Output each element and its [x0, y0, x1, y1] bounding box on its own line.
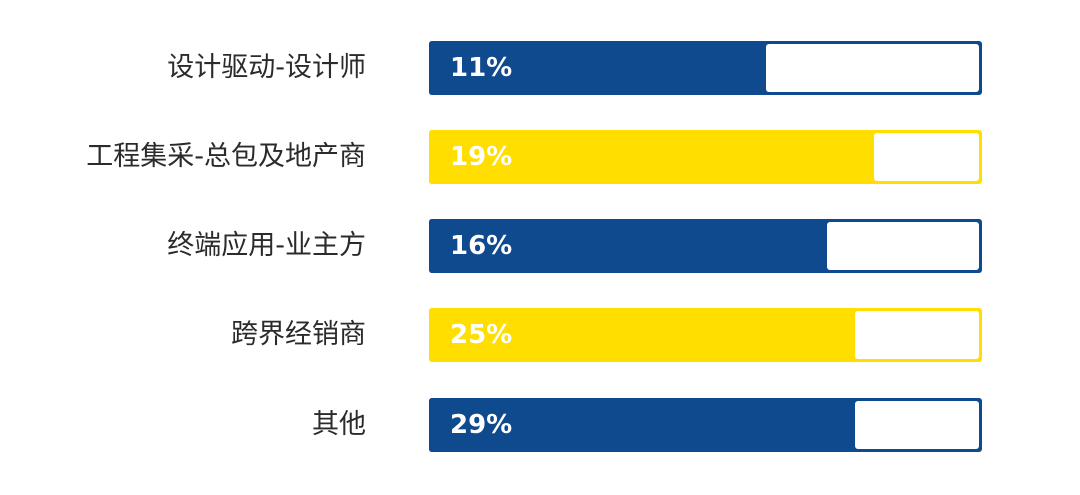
category-label: 设计驱动-设计师	[167, 52, 366, 83]
bar-row: 终端应用-业主方 16%	[0, 219, 1080, 273]
bar	[429, 398, 855, 452]
bar	[429, 219, 827, 273]
bar-track: 19%	[429, 130, 982, 184]
bar-row: 设计驱动-设计师 11%	[0, 41, 1080, 95]
category-label: 工程集采-总包及地产商	[86, 141, 366, 172]
bar	[429, 308, 855, 362]
bar-remainder	[827, 222, 979, 270]
category-label: 终端应用-业主方	[167, 230, 366, 261]
bar-track: 29%	[429, 398, 982, 452]
bar-row: 跨界经销商 25%	[0, 308, 1080, 362]
bar-remainder	[874, 133, 979, 181]
bar	[429, 41, 766, 95]
bar-row: 其他 29%	[0, 398, 1080, 452]
bar	[429, 130, 874, 184]
bar-row: 工程集采-总包及地产商 19%	[0, 130, 1080, 184]
data-label: 11%	[450, 53, 513, 83]
bar-remainder	[855, 401, 979, 449]
bar-remainder	[766, 44, 979, 92]
bar-track: 11%	[429, 41, 982, 95]
bar-track: 25%	[429, 308, 982, 362]
bar-track: 16%	[429, 219, 982, 273]
data-label: 29%	[450, 410, 513, 440]
bar-remainder	[855, 311, 979, 359]
data-label: 25%	[450, 320, 513, 350]
data-label: 16%	[450, 231, 513, 261]
data-label: 19%	[450, 142, 513, 172]
category-label: 其他	[312, 409, 366, 440]
category-label: 跨界经销商	[231, 319, 366, 350]
